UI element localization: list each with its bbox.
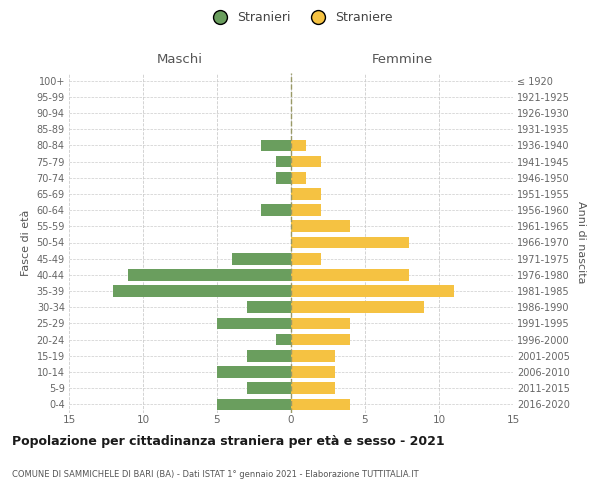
Bar <box>291 318 350 330</box>
Text: Maschi: Maschi <box>157 52 203 66</box>
Bar <box>291 156 320 168</box>
Bar <box>291 334 350 345</box>
Bar <box>291 140 306 151</box>
Bar <box>232 253 291 264</box>
Bar <box>291 236 409 248</box>
Bar <box>276 156 291 168</box>
Bar <box>291 253 320 264</box>
Bar <box>247 382 291 394</box>
Bar <box>262 140 291 151</box>
Bar <box>291 204 320 216</box>
Bar <box>276 334 291 345</box>
Bar <box>217 398 291 410</box>
Bar <box>262 204 291 216</box>
Bar <box>291 302 424 313</box>
Bar <box>113 285 291 297</box>
Bar <box>291 285 454 297</box>
Bar <box>128 269 291 280</box>
Bar <box>291 398 350 410</box>
Y-axis label: Anni di nascita: Anni di nascita <box>575 201 586 283</box>
Text: Femmine: Femmine <box>371 52 433 66</box>
Text: COMUNE DI SAMMICHELE DI BARI (BA) - Dati ISTAT 1° gennaio 2021 - Elaborazione TU: COMUNE DI SAMMICHELE DI BARI (BA) - Dati… <box>12 470 419 479</box>
Bar <box>247 350 291 362</box>
Bar <box>291 382 335 394</box>
Legend: Stranieri, Straniere: Stranieri, Straniere <box>202 6 398 29</box>
Bar <box>217 318 291 330</box>
Bar <box>291 220 350 232</box>
Bar <box>247 302 291 313</box>
Bar <box>217 366 291 378</box>
Y-axis label: Fasce di età: Fasce di età <box>21 210 31 276</box>
Bar <box>291 269 409 280</box>
Bar <box>291 350 335 362</box>
Bar <box>276 172 291 184</box>
Bar <box>291 172 306 184</box>
Bar <box>291 188 320 200</box>
Bar <box>291 366 335 378</box>
Text: Popolazione per cittadinanza straniera per età e sesso - 2021: Popolazione per cittadinanza straniera p… <box>12 435 445 448</box>
